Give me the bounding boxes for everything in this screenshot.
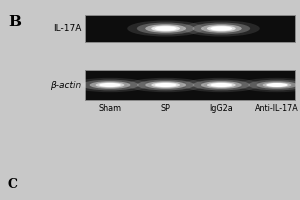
Ellipse shape [266, 83, 288, 87]
Ellipse shape [145, 24, 186, 33]
Ellipse shape [256, 81, 297, 89]
Ellipse shape [183, 78, 260, 92]
Ellipse shape [137, 22, 194, 34]
Text: IL-17A: IL-17A [52, 24, 81, 33]
Text: β-actin: β-actin [50, 80, 81, 90]
Ellipse shape [127, 78, 204, 92]
Bar [85, 15, 295, 42]
Text: Anti-IL-17A: Anti-IL-17A [255, 104, 299, 113]
Ellipse shape [207, 82, 236, 88]
Ellipse shape [201, 24, 242, 33]
Ellipse shape [207, 25, 236, 31]
Ellipse shape [248, 80, 300, 90]
Text: IgG2a: IgG2a [209, 104, 233, 113]
Ellipse shape [211, 83, 232, 87]
Ellipse shape [99, 83, 121, 87]
Ellipse shape [96, 82, 124, 88]
Ellipse shape [238, 78, 300, 92]
Ellipse shape [183, 21, 260, 36]
Ellipse shape [127, 21, 204, 36]
Ellipse shape [211, 26, 232, 31]
Text: SP: SP [161, 104, 171, 113]
Ellipse shape [155, 83, 176, 87]
Text: C: C [8, 178, 18, 191]
Ellipse shape [137, 80, 194, 90]
Ellipse shape [145, 81, 186, 89]
Ellipse shape [151, 82, 180, 88]
Ellipse shape [151, 25, 180, 31]
Ellipse shape [193, 22, 250, 34]
Ellipse shape [155, 26, 176, 31]
Ellipse shape [72, 78, 148, 92]
Text: B: B [8, 15, 21, 29]
Ellipse shape [90, 81, 130, 89]
Text: Sham: Sham [98, 104, 122, 113]
Ellipse shape [81, 80, 139, 90]
Bar [85, 70, 295, 100]
Ellipse shape [262, 82, 291, 88]
Ellipse shape [193, 80, 250, 90]
Ellipse shape [201, 81, 242, 89]
